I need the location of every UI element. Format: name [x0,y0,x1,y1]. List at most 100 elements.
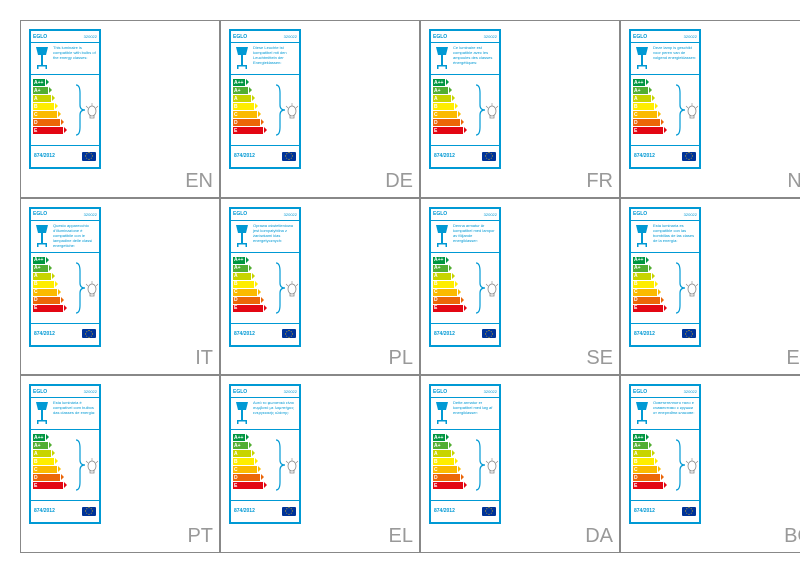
regulation-code: 874/2012 [234,153,255,159]
brand-name: EGLO [33,389,84,395]
energy-class-label: D [234,475,238,481]
label-footer: 874/2012 [631,501,699,521]
lamp-icon [433,45,451,72]
energy-class-arrow: A [633,273,674,280]
energy-class-arrow: A++ [633,434,674,441]
lamp-icon [633,400,651,427]
energy-class-label: A+ [434,88,441,94]
compatibility-text: Αυτό το φωτιστικό είναι συμβατό με λαμπτ… [251,400,297,427]
energy-scale: A++A+ABCDE [231,430,299,501]
compatibility-text: Denna armatur är kompatibel med lampor a… [451,223,497,250]
energy-class-arrow: B [233,281,274,288]
label-header: EGLO320022 [31,386,99,398]
regulation-code: 874/2012 [34,153,55,159]
product-code: 320022 [684,212,697,217]
energy-class-label: A++ [634,435,643,441]
label-top: Ce luminaire est compatible avec les amp… [431,43,499,75]
energy-class-label: E [434,305,437,311]
brand-name: EGLO [433,34,484,40]
label-footer: 874/2012 [31,324,99,344]
energy-class-label: E [634,305,637,311]
energy-class-arrow: E [633,127,674,134]
energy-class-arrow: A+ [433,442,474,449]
energy-class-arrow: A+ [633,265,674,272]
energy-class-label: B [434,281,438,287]
language-code: SE [586,347,613,370]
energy-class-arrow: A++ [433,79,474,86]
brand-name: EGLO [633,211,684,217]
energy-class-arrow: D [233,119,274,126]
energy-class-label: A [34,451,38,457]
label-top: This luminaire is compatible with bulbs … [31,43,99,75]
label-top: Αυτό το φωτιστικό είναι συμβατό με λαμπτ… [231,398,299,430]
energy-class-label: A++ [434,435,443,441]
brand-name: EGLO [433,211,484,217]
lamp-icon [633,223,651,250]
energy-class-arrow: A++ [633,79,674,86]
energy-class-arrow: D [33,474,74,481]
language-code: FR [586,170,613,193]
label-header: EGLO320022 [431,386,499,398]
energy-class-arrow: B [433,103,474,110]
energy-class-arrow: A [433,95,474,102]
lamp-icon [233,400,251,427]
energy-class-arrow: A+ [33,87,74,94]
energy-class-arrow: E [433,305,474,312]
energy-class-arrow: D [433,119,474,126]
eu-flag-icon [282,329,296,338]
energy-label-cell: EGLO320022 Esta luminaria es compatible c… [620,198,800,376]
energy-class-label: D [634,475,638,481]
energy-label-cell: EGLO320022Осветителното тяло е съвместим… [620,375,800,553]
energy-class-arrow: D [33,297,74,304]
lamp-icon [33,223,51,250]
energy-scale: A++A+ABCDE [431,75,499,146]
energy-class-label: E [634,483,637,489]
energy-class-arrow: D [33,119,74,126]
energy-class-arrow: A++ [233,434,274,441]
energy-class-label: D [434,475,438,481]
language-code: EN [185,170,213,193]
energy-label: EGLO320022Осветителното тяло е съвместим… [629,384,701,524]
energy-class-label: A [434,451,438,457]
energy-class-arrow: C [233,111,274,118]
energy-class-arrow: A+ [633,87,674,94]
energy-class-label: A [234,96,238,102]
energy-class-label: D [434,120,438,126]
energy-class-label: A+ [34,265,41,271]
regulation-code: 874/2012 [234,331,255,337]
energy-class-label: A+ [34,88,41,94]
energy-class-arrow: C [633,289,674,296]
energy-label: EGLO320022Oprawa oświetleniowa jest komp… [229,207,301,347]
energy-class-label: C [634,289,638,295]
energy-label-cell: EGLO320022Questo apparecchio d'illuminaz… [20,198,220,376]
energy-class-label: A [34,273,38,279]
energy-class-arrow: A++ [33,257,74,264]
energy-scale: A++A+ABCDE [631,253,699,324]
label-footer: 874/2012 [631,324,699,344]
energy-class-label: D [34,120,38,126]
energy-class-label: D [234,120,238,126]
regulation-code: 874/2012 [34,508,55,514]
energy-class-arrow: A+ [433,265,474,272]
label-top: Denna armatur är kompatibel med lampor a… [431,221,499,253]
energy-class-label: A [234,273,238,279]
energy-class-label: C [34,467,38,473]
label-footer: 874/2012 [31,501,99,521]
energy-class-label: C [234,112,238,118]
energy-class-label: A+ [634,265,641,271]
energy-class-arrow: A+ [33,265,74,272]
bracket-icon [674,75,699,145]
energy-class-arrow: A+ [233,265,274,272]
energy-scale: A++A+ABCDE [231,75,299,146]
energy-class-arrow: A++ [33,79,74,86]
label-header: EGLO320022 [231,386,299,398]
regulation-code: 874/2012 [434,331,455,337]
energy-label: EGLO320022Ce luminaire est compatible av… [429,29,501,169]
energy-label: EGLO320022Dette armatur er kompatibel me… [429,384,501,524]
energy-class-label: A [234,451,238,457]
energy-class-arrow: D [433,474,474,481]
energy-class-arrow: A+ [233,442,274,449]
energy-class-arrow: E [33,127,74,134]
label-top: Esta luminaria es compatible con las bom… [631,221,699,253]
bracket-icon [274,75,299,145]
